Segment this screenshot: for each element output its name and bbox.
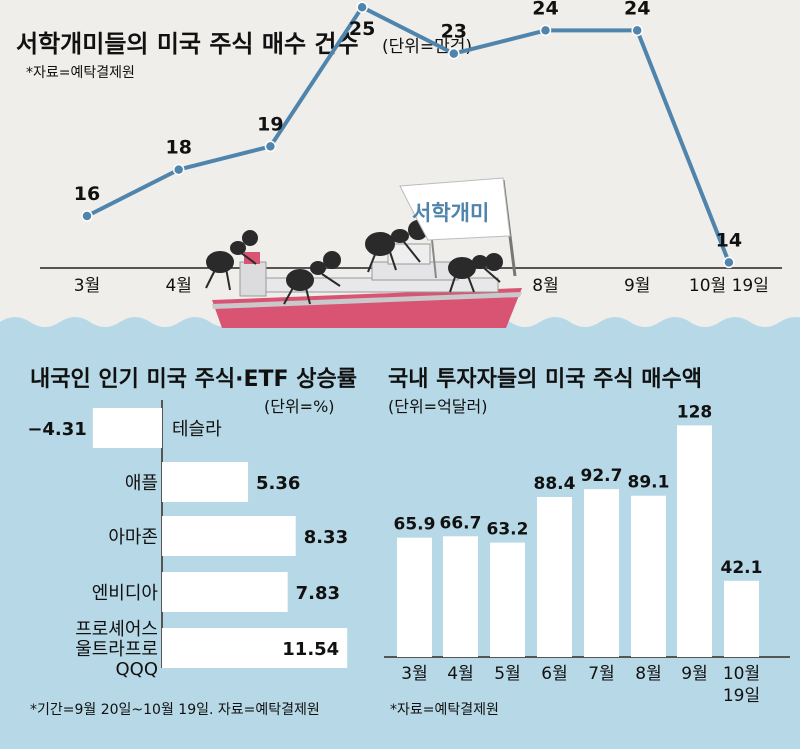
vbar-bar — [537, 496, 572, 657]
line-point — [539, 24, 552, 37]
hbar-category-label: 프로셰어스 — [75, 619, 158, 640]
hbar-value-label: 8.33 — [304, 527, 348, 548]
vbar-value-label: 88.4 — [534, 474, 576, 494]
vbar-x-tick-label: 7월 — [588, 664, 614, 684]
line-point — [356, 1, 368, 13]
line-data-label: 14 — [716, 229, 742, 251]
line-x-tick-label: 9월 — [624, 276, 650, 296]
vbar-value-label: 63.2 — [487, 520, 529, 540]
flag-illustration: 서학개미 — [399, 177, 517, 277]
line-x-tick-label: 10월 19일 — [689, 276, 769, 296]
vbar-x-tick-label: 9월 — [681, 664, 707, 684]
line-data-label: 16 — [74, 183, 100, 205]
vbar-x-tick-label: 10월 — [723, 664, 760, 684]
vbar-chart-title: 국내 투자자들의 미국 주식 매수액 — [388, 367, 702, 392]
hbar-chart-title: 내국인 인기 미국 주식·ETF 상승률 — [30, 367, 357, 392]
vbar-value-label: 128 — [677, 402, 713, 422]
hbar-category-label: 엔비디아 — [92, 583, 159, 604]
ant-illustrations — [205, 220, 503, 305]
line-point — [264, 140, 277, 153]
line-point — [448, 47, 460, 60]
line-point — [172, 163, 185, 176]
line-data-label: 25 — [349, 18, 375, 40]
vbar-x-tick-label: 3월 — [401, 664, 427, 684]
vbar-value-label: 66.7 — [440, 513, 482, 533]
vbar-bar — [724, 580, 759, 657]
line-x-tick-label: 4월 — [165, 276, 191, 296]
hbar-value-label: 11.54 — [282, 639, 339, 660]
hbar-bar — [162, 572, 288, 612]
vbar-bar — [677, 425, 712, 657]
line-series — [86, 5, 731, 264]
hbar-value-label: 7.83 — [296, 583, 340, 604]
flag-text: 서학개미 — [412, 201, 489, 225]
hbar-chart: −4.31 테슬라 5.36 애플 8.33 아마존 7.83 엔비디아 11.54 프로셰어스울… — [27, 408, 348, 680]
hbar-category-label: 아마존 — [108, 527, 158, 548]
hbar-bar — [162, 516, 296, 556]
hbar-bar — [162, 628, 348, 668]
hbar-category-label: 애플 — [125, 473, 158, 494]
vbar-value-label: 92.7 — [581, 466, 623, 486]
hbar-bar — [162, 462, 249, 502]
line-data-label: 19 — [257, 113, 283, 135]
line-chart: 16 3월 18 4월 19 25 23 24 8월 24 9월 14 10월 19일 — [74, 0, 769, 296]
ship-illustration — [212, 239, 522, 328]
vbar-chart-source: *자료=예탁결제원 — [390, 702, 499, 718]
hbar-bar — [92, 408, 162, 448]
line-point — [631, 24, 643, 37]
line-x-tick-label: 8월 — [532, 276, 558, 296]
line-point — [723, 256, 735, 269]
hbar-value-label: −4.31 — [27, 419, 87, 440]
hbar-value-label: 5.36 — [256, 473, 300, 494]
vbar-chart-unit: (단위=억달러) — [388, 397, 488, 416]
vbar-bar — [443, 536, 478, 657]
vbar-value-label: 42.1 — [721, 558, 763, 578]
vbar-x-tick-label: 19일 — [723, 686, 760, 706]
line-chart-source: *자료=예탁결제원 — [26, 65, 135, 81]
line-point — [81, 210, 93, 222]
hbar-chart-unit: (단위=%) — [264, 397, 335, 416]
line-data-label: 24 — [624, 0, 650, 19]
vbar-x-tick-label: 6월 — [541, 664, 567, 684]
vbar-x-tick-label: 4월 — [447, 664, 473, 684]
vbar-x-tick-label: 8월 — [635, 664, 661, 684]
line-chart-title: 서학개미들의 미국 주식 매수 건수 — [16, 30, 359, 58]
hbar-category-label: 울트라프로 — [75, 639, 158, 660]
vbar-value-label: 89.1 — [628, 473, 670, 493]
line-data-label: 23 — [441, 21, 467, 43]
hbar-chart-note: *기간=9월 20일~10월 19일. 자료=예탁결제원 — [30, 702, 320, 718]
vbar-x-tick-label: 5월 — [494, 664, 520, 684]
line-data-label: 18 — [165, 137, 191, 159]
vbar-bar — [490, 542, 525, 657]
vbar-bar — [584, 489, 619, 657]
vbar-chart: 65.9 3월 66.7 4월 63.2 5월 88.4 6월 92.7 7월 89.1 8월 128 9… — [394, 402, 763, 706]
line-x-tick-label: 3월 — [74, 276, 100, 296]
vbar-value-label: 65.9 — [394, 515, 436, 535]
vbar-bar — [397, 537, 432, 657]
line-data-label: 24 — [532, 0, 558, 19]
vbar-bar — [631, 495, 666, 657]
hbar-category-label: QQQ — [115, 659, 158, 680]
hbar-category-label: 테슬라 — [172, 419, 222, 440]
